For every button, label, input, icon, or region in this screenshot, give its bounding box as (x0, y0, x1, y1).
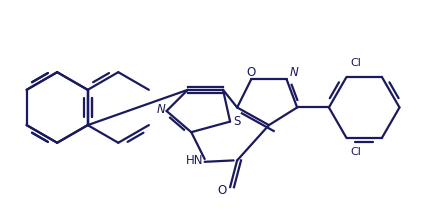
Text: N: N (156, 103, 165, 116)
Text: Cl: Cl (349, 58, 360, 68)
Text: S: S (233, 115, 240, 128)
Text: HN: HN (186, 154, 203, 167)
Text: N: N (289, 66, 297, 79)
Text: O: O (216, 184, 226, 197)
Text: O: O (246, 66, 255, 79)
Text: Cl: Cl (349, 147, 360, 157)
